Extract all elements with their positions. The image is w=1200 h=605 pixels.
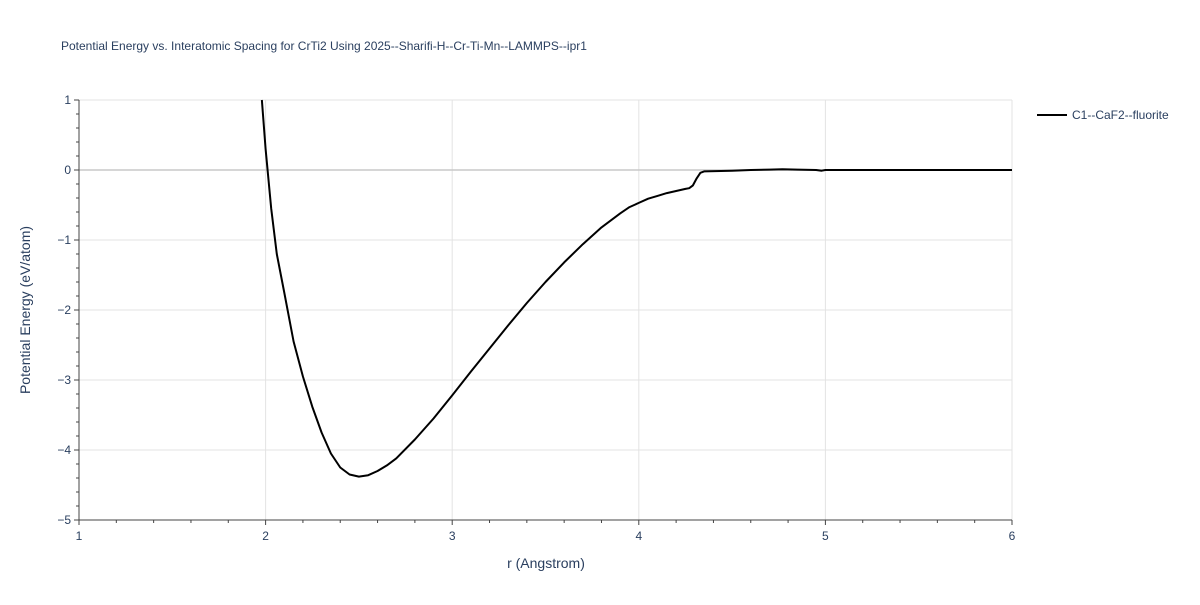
series-line-0: [260, 99, 1012, 478]
y-tick-label: −4: [57, 443, 71, 457]
x-tick-label: 2: [262, 529, 269, 543]
x-axis-label: r (Angstrom): [507, 555, 585, 571]
x-tick-label: 6: [1009, 529, 1016, 543]
legend[interactable]: C1--CaF2--fluorite: [1037, 108, 1169, 122]
axes-layer: 1 2 3 4 5 6 1 0 −1 −2 −3 −4 −5: [57, 93, 1015, 543]
legend-label: C1--CaF2--fluorite: [1072, 108, 1169, 122]
y-tick-label: 0: [64, 163, 71, 177]
y-tick-label: −3: [57, 373, 71, 387]
y-axis-label: Potential Energy (eV/atom): [17, 226, 33, 394]
x-tick-label: 4: [635, 529, 642, 543]
y-tick-label: −5: [57, 513, 71, 527]
y-tick-label: 1: [64, 93, 71, 107]
y-tick-label: −1: [57, 233, 71, 247]
x-tick-label: 1: [76, 529, 83, 543]
chart-title: Potential Energy vs. Interatomic Spacing…: [61, 39, 587, 53]
y-tick-label: −2: [57, 303, 71, 317]
x-tick-label: 5: [822, 529, 829, 543]
x-tick-label: 3: [449, 529, 456, 543]
series-layer: [260, 99, 1012, 478]
